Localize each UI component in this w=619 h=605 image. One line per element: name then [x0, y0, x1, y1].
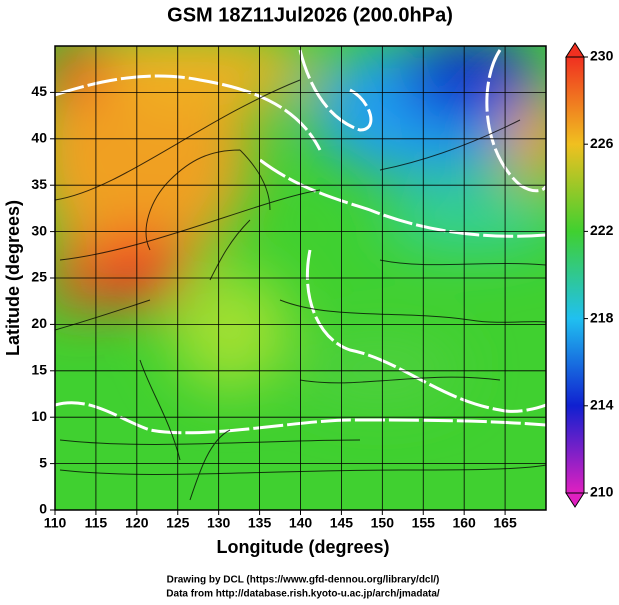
- x-tick-label: 155: [412, 515, 436, 531]
- credit: Data from http://database.rish.kyoto-u.a…: [166, 589, 440, 600]
- colorbar-extend: [565, 492, 585, 508]
- x-tick-label: 115: [85, 515, 108, 531]
- y-tick-label: 40: [31, 130, 47, 146]
- y-tick-label: 35: [31, 176, 47, 192]
- colorbar-tick-label: 230: [590, 48, 614, 64]
- x-tick-label: 140: [289, 515, 313, 531]
- colorbar-scale: [565, 56, 585, 494]
- x-tick-label: 120: [125, 515, 149, 531]
- field: [55, 46, 546, 510]
- x-tick-label: 165: [493, 515, 517, 531]
- y-axis-label: Latitude (degrees): [3, 200, 23, 356]
- x-tick-label: 125: [166, 515, 190, 531]
- y-tick-label: 25: [31, 269, 47, 285]
- y-tick-label: 20: [31, 315, 47, 331]
- credit: Drawing by DCL (https://www.gfd-dennou.o…: [167, 575, 440, 586]
- y-tick-label: 10: [31, 408, 47, 424]
- chart-title: GSM 18Z11Jul2026 (200.0hPa): [167, 4, 453, 26]
- x-tick-label: 145: [330, 515, 354, 531]
- colorbar-tick-label: 214: [590, 397, 614, 413]
- grid: 110 115 120 125 130 135 140 145 150 155 160 165 0 5 10…: [31, 46, 546, 531]
- y-tick-label: 45: [31, 83, 47, 99]
- colorbar-tick-label: 210: [590, 484, 614, 500]
- x-axis-label: Longitude (degrees): [216, 537, 389, 557]
- y-tick-label: 30: [31, 222, 47, 238]
- y-tick-label: 5: [39, 454, 47, 470]
- x-tick-label: 130: [207, 515, 231, 531]
- y-tick-label: 0: [39, 501, 47, 517]
- y-tick-label: 15: [31, 362, 47, 378]
- x-tick-label: 160: [452, 515, 476, 531]
- plot-frame: [54, 45, 547, 511]
- colorbar-tick-label: 226: [590, 135, 614, 151]
- x-tick-label: 110: [44, 515, 67, 531]
- colorbar-tick-label: 218: [590, 309, 614, 325]
- x-tick-label: 135: [248, 515, 272, 531]
- colorbar-tick-label: 222: [590, 222, 614, 238]
- x-tick-label: 150: [371, 515, 395, 531]
- colorbar-extend: [565, 42, 585, 58]
- colorbar: 210 214 218 222 226 230: [565, 42, 614, 508]
